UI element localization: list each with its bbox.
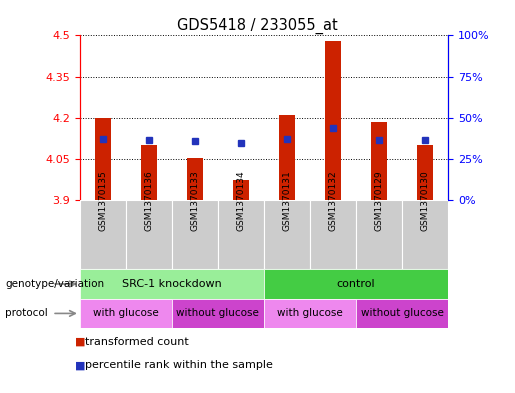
- Bar: [279, 115, 295, 200]
- Text: GSM1370131: GSM1370131: [282, 171, 291, 231]
- Bar: [187, 158, 203, 200]
- Text: without glucose: without glucose: [177, 309, 260, 318]
- Text: GSM1370136: GSM1370136: [144, 171, 153, 231]
- Text: percentile rank within the sample: percentile rank within the sample: [85, 360, 273, 371]
- Text: GSM1370134: GSM1370134: [236, 171, 246, 231]
- Bar: [417, 145, 433, 200]
- Text: GDS5418 / 233055_at: GDS5418 / 233055_at: [177, 18, 338, 34]
- Bar: [95, 118, 111, 200]
- Text: ■: ■: [75, 360, 85, 371]
- Bar: [310, 200, 356, 269]
- Text: transformed count: transformed count: [85, 337, 188, 347]
- Bar: [80, 269, 264, 299]
- Bar: [126, 200, 172, 269]
- Text: SRC-1 knockdown: SRC-1 knockdown: [122, 279, 222, 289]
- Bar: [371, 122, 387, 200]
- Text: GSM1370129: GSM1370129: [374, 171, 384, 231]
- Bar: [172, 200, 218, 269]
- Text: ■: ■: [75, 337, 85, 347]
- Text: with glucose: with glucose: [93, 309, 159, 318]
- Bar: [402, 200, 448, 269]
- Text: GSM1370135: GSM1370135: [98, 171, 107, 231]
- Bar: [141, 145, 157, 200]
- Bar: [233, 180, 249, 200]
- Bar: [356, 200, 402, 269]
- Bar: [218, 200, 264, 269]
- Bar: [325, 41, 341, 200]
- Text: GSM1370132: GSM1370132: [329, 171, 337, 231]
- Text: GSM1370133: GSM1370133: [191, 171, 199, 231]
- Bar: [356, 299, 448, 328]
- Text: control: control: [337, 279, 375, 289]
- Bar: [172, 299, 264, 328]
- Text: genotype/variation: genotype/variation: [5, 279, 104, 289]
- Text: without glucose: without glucose: [360, 309, 443, 318]
- Bar: [264, 200, 310, 269]
- Text: with glucose: with glucose: [277, 309, 343, 318]
- Text: protocol: protocol: [5, 309, 48, 318]
- Bar: [264, 299, 356, 328]
- Text: GSM1370130: GSM1370130: [421, 171, 430, 231]
- Bar: [264, 269, 448, 299]
- Bar: [80, 299, 172, 328]
- Bar: [80, 200, 126, 269]
